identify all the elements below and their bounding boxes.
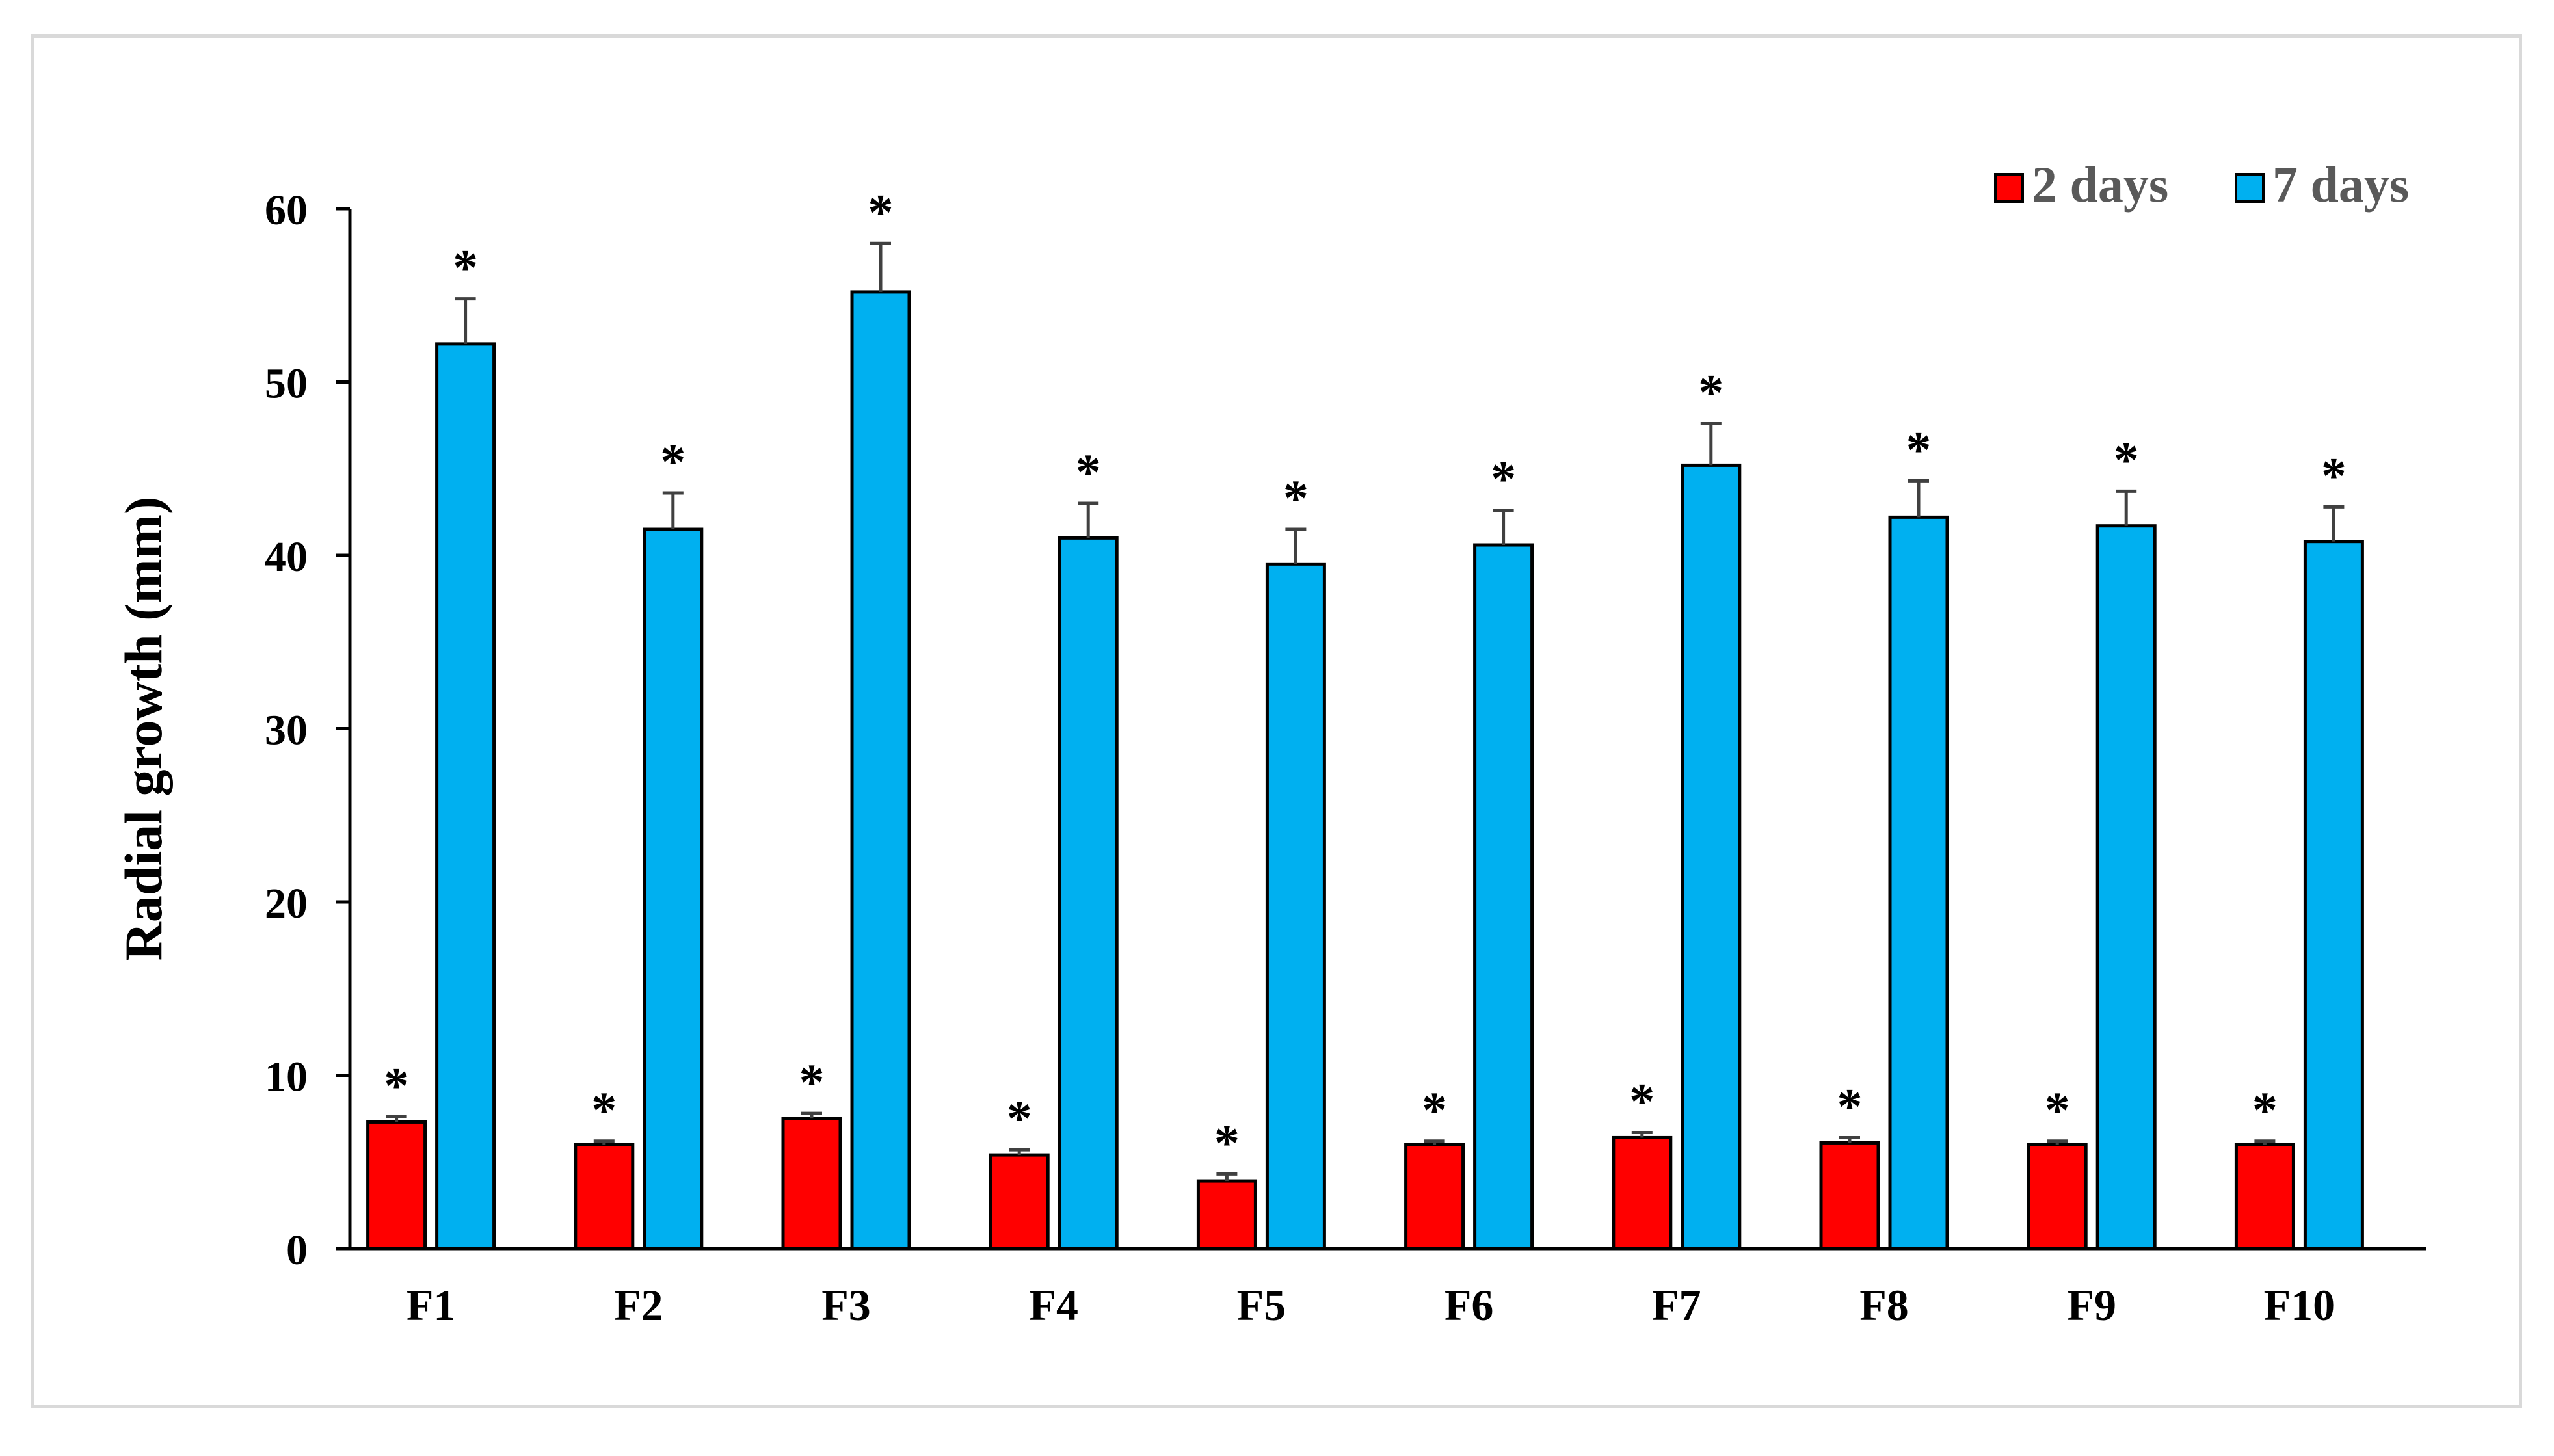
bar-2days-f9	[2027, 1143, 2088, 1251]
x-tick-label: F8	[1859, 1280, 1909, 1330]
x-tick-label: F9	[2067, 1280, 2116, 1330]
significance-star: *	[384, 1057, 409, 1113]
legend-label-7days: 7 days	[2272, 156, 2409, 213]
significance-star: *	[2045, 1081, 2070, 1138]
chart-frame: Radial growth (mm) 0 10 20 30 40 50 60 * * * * * * *…	[31, 34, 2522, 1408]
x-tick-label: F10	[2264, 1280, 2335, 1330]
bar-2days-f1	[366, 1120, 427, 1251]
significance-star: *	[2114, 431, 2139, 488]
significance-star: *	[868, 183, 894, 240]
bar-2days-f6	[1404, 1143, 1465, 1251]
significance-star: *	[2252, 1081, 2278, 1138]
x-tick-label: F6	[1444, 1280, 1494, 1330]
bar-2days-f3	[781, 1117, 842, 1251]
significance-star: *	[1837, 1078, 1863, 1134]
bar-7days-f9	[2095, 524, 2157, 1251]
bar-7days-f6	[1473, 543, 1534, 1251]
bar-7days-f4	[1058, 536, 1119, 1251]
bar-7days-f7	[1681, 463, 1742, 1251]
bar-7days-f1	[435, 342, 496, 1251]
significance-star: *	[2321, 447, 2347, 503]
significance-star: *	[1076, 443, 1101, 500]
significance-star: *	[660, 433, 685, 490]
x-tick-label: F1	[406, 1280, 456, 1330]
bar-2days-f10	[2234, 1143, 2295, 1251]
bar-7days-f3	[850, 290, 911, 1251]
legend-swatch-7days	[2235, 173, 2265, 203]
bar-7days-f2	[643, 527, 704, 1251]
y-axis-label: Radial growth (mm)	[114, 497, 173, 961]
y-tick-label: 10	[265, 1053, 308, 1101]
bar-2days-f4	[989, 1153, 1050, 1251]
bar-2days-f7	[1612, 1135, 1673, 1251]
bar-chart: Radial growth (mm) 0 10 20 30 40 50 60 * * * * * * *…	[114, 156, 2426, 1330]
bar-7days-f8	[1888, 515, 1949, 1251]
significance-star: *	[1698, 364, 1723, 420]
legend-swatch-2days	[1994, 173, 2024, 203]
bar-2days-f5	[1196, 1179, 1257, 1251]
bar-2days-f2	[574, 1143, 635, 1251]
y-tick-label: 20	[265, 880, 308, 927]
significance-star: *	[1906, 421, 1932, 477]
x-tick-label: F7	[1652, 1280, 1701, 1330]
y-tick-label: 60	[265, 187, 308, 234]
bar-7days-f10	[2303, 540, 2364, 1251]
y-tick-label: 50	[265, 360, 308, 408]
x-tick-label: F4	[1029, 1280, 1078, 1330]
legend: 2 days 7 days	[1994, 156, 2409, 213]
x-tick-label: F5	[1237, 1280, 1286, 1330]
significance-star: *	[1422, 1081, 1447, 1138]
significance-star: *	[1629, 1072, 1655, 1129]
significance-star: *	[591, 1081, 617, 1138]
bar-2days-f8	[1819, 1141, 1880, 1251]
legend-label-2days: 2 days	[2032, 156, 2168, 213]
significance-star: *	[453, 239, 478, 296]
bar-7days-f5	[1265, 562, 1326, 1251]
y-tick-label: 30	[265, 707, 308, 754]
significance-star: *	[1283, 470, 1309, 526]
y-tick-label: 40	[265, 533, 308, 581]
significance-star: *	[1007, 1090, 1032, 1146]
x-tick-label: F3	[821, 1280, 871, 1330]
x-tick-label: F2	[614, 1280, 663, 1330]
significance-star: *	[1214, 1114, 1240, 1171]
y-tick-label: 0	[286, 1226, 308, 1274]
significance-star: *	[1491, 451, 1516, 507]
significance-star: *	[799, 1053, 825, 1110]
